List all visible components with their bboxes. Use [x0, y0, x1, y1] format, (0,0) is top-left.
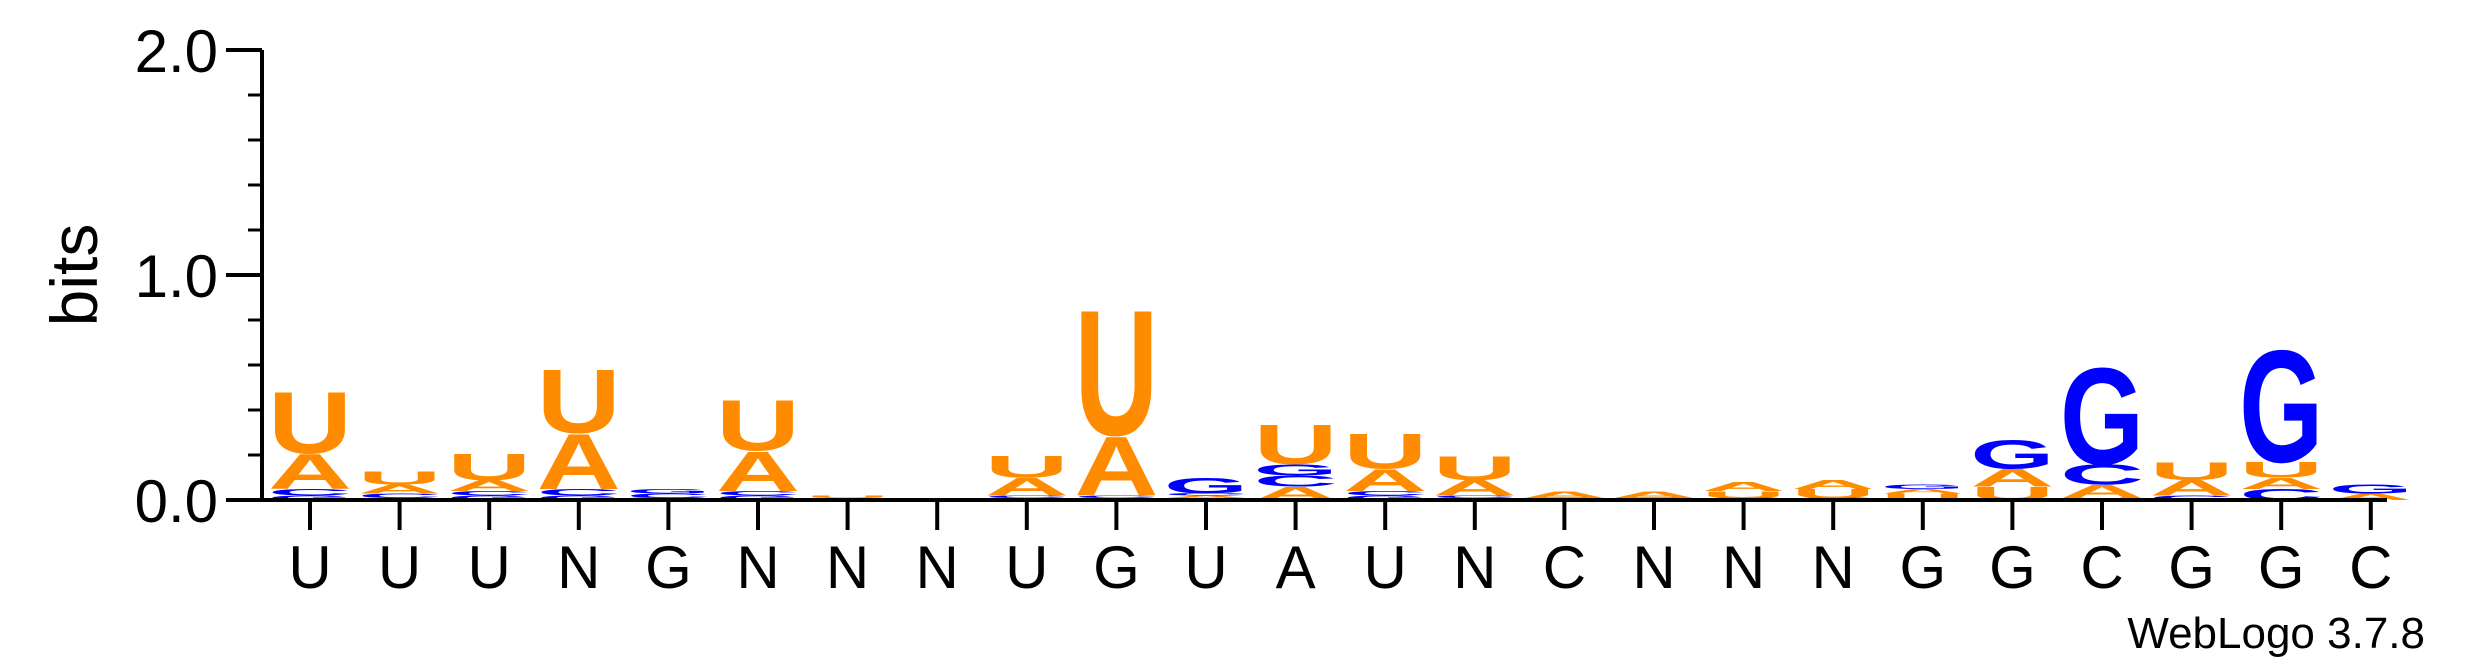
logo-letter: A [1702, 480, 1786, 494]
x-tick-label: U [1364, 534, 1407, 601]
logo-letter: C [1343, 490, 1427, 497]
logo-letter: A [1881, 488, 1965, 495]
x-tick-label: G [1989, 534, 2036, 601]
logo-letter: A [1343, 463, 1427, 498]
x-tick-label: U [288, 534, 331, 601]
logo-letter: G [1254, 461, 1338, 479]
x-tick-label: U [1005, 534, 1048, 601]
logo-letter: U [268, 373, 352, 471]
logo-letter: A [1612, 489, 1696, 500]
y-axis-ticks: 0.0 1.0 2.0 [135, 18, 262, 535]
logo-letter: G [2239, 316, 2323, 495]
logo-letter: U [358, 467, 442, 488]
x-tick-label: G [1899, 534, 1946, 601]
logo-letter: C [447, 490, 531, 497]
logo-letter: C [1254, 472, 1338, 490]
logo-letter: G [537, 494, 621, 501]
logo-letter: U [806, 495, 890, 498]
logo-letter: C [626, 492, 710, 499]
x-tick-label: N [826, 534, 869, 601]
logo-letter: G [626, 488, 710, 495]
logo-letter: G [1881, 483, 1965, 490]
y-tick-label: 1.0 [135, 243, 218, 310]
logo-letter: C [716, 490, 800, 497]
logo-letter: A [2060, 481, 2144, 502]
logo-letter: A [1970, 464, 2054, 492]
logo-letter: A [358, 482, 442, 496]
logo-letter: U [447, 446, 531, 488]
x-tick-label: G [1093, 534, 1140, 601]
logo-letter: C [358, 492, 442, 499]
logo-letter: C [2060, 459, 2144, 491]
x-tick-label: N [1453, 534, 1496, 601]
x-tick-label: N [1812, 534, 1855, 601]
logo-letter: U [1881, 492, 1965, 503]
logo-letter: A [1791, 477, 1875, 491]
x-tick-label: U [1184, 534, 1227, 601]
logo-letter: U [716, 385, 800, 466]
logo-letter: A [1522, 489, 1606, 500]
logo-letter: A [716, 440, 800, 503]
logo-letter: U [1433, 449, 1517, 488]
x-tick-label: N [1722, 534, 1765, 601]
logo-letter: G [1970, 432, 2054, 478]
logo-letter: A [1433, 476, 1517, 501]
x-tick-label: G [645, 534, 692, 601]
y-tick-label: 2.0 [135, 18, 218, 85]
y-tick-label: 0.0 [135, 468, 218, 535]
x-tick-label: G [2258, 534, 2305, 601]
logo-letter: A [447, 477, 531, 495]
x-tick-label: A [1276, 534, 1316, 601]
logo-letter: G [1343, 494, 1427, 501]
x-tick-label: U [378, 534, 421, 601]
logo-letter: A [2150, 476, 2234, 501]
x-tick-label: C [2349, 534, 2392, 601]
x-tick-label: C [2080, 534, 2123, 601]
logo-letter: C [2150, 494, 2234, 501]
logo-letter: A [268, 443, 352, 499]
logo-stacks: GCAUGCAUGCAUGCAUUCGGCAUAUGCAUGCAUUACGACG… [268, 273, 2413, 513]
logo-letter: G [1164, 473, 1248, 498]
logo-letter: U [1791, 486, 1875, 500]
logo-letter: U [537, 351, 621, 453]
logo-letter: U [1074, 273, 1158, 473]
logo-letter: U [2150, 457, 2234, 485]
x-tick-label: N [1632, 534, 1675, 601]
x-tick-label: U [468, 534, 511, 601]
logo-letter: G [2060, 340, 2144, 494]
logo-letter: A [2329, 492, 2413, 503]
logo-letter: G [2329, 482, 2413, 496]
logo-letter: G [447, 494, 531, 501]
x-tick-label: N [916, 534, 959, 601]
logo-letter: A [985, 473, 1069, 501]
logo-letter: A [2239, 475, 2323, 493]
logo-letter: A [537, 418, 621, 506]
logo-letter: C [1433, 495, 1517, 498]
logo-letter: G [268, 494, 352, 501]
logo-letter: U [1343, 423, 1427, 479]
y-axis-label: bits [37, 224, 111, 327]
logo-letter: U [1254, 413, 1338, 476]
logo-letter: U [1702, 489, 1786, 500]
x-tick-label: N [557, 534, 600, 601]
logo-letter: C [1074, 495, 1158, 498]
x-tick-label: N [736, 534, 779, 601]
logo-letter: C [985, 495, 1069, 498]
logo-letter: U [985, 449, 1069, 484]
logo-letter: C [268, 487, 352, 498]
logo-letter: A [1164, 495, 1248, 498]
weblogo-credit: WebLogo 3.7.8 [2127, 609, 2425, 658]
x-tick-label: G [2168, 534, 2215, 601]
logo-letter: U [2239, 458, 2323, 483]
logo-letter: G [716, 494, 800, 501]
x-tick-label: C [1543, 534, 1586, 601]
logo-letter: C [537, 487, 621, 498]
logo-letter: C [1164, 493, 1248, 496]
